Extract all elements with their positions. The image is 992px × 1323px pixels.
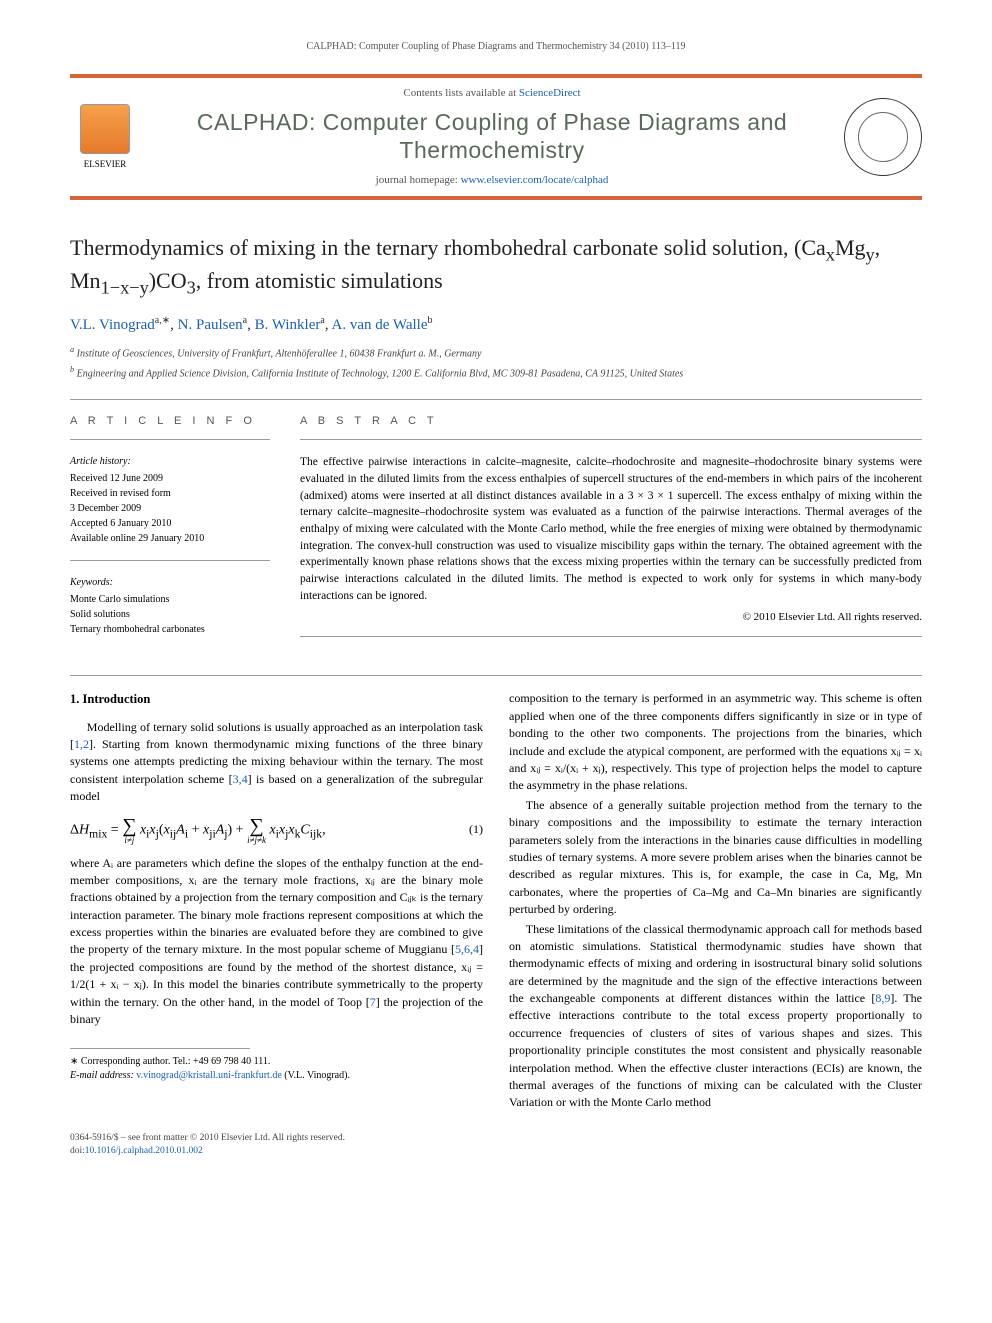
divider: [70, 439, 270, 440]
author-0-corr: ∗: [162, 315, 170, 326]
email-link[interactable]: v.vinograd@kristall.uni-frankfurt.de: [136, 1070, 281, 1081]
author-0[interactable]: V.L. Vinograd: [70, 317, 155, 333]
homepage-line: journal homepage: www.elsevier.com/locat…: [154, 173, 830, 188]
history-1: Received in revised form: [70, 486, 270, 501]
aff-b-text: Engineering and Applied Science Division…: [77, 368, 684, 379]
info-heading: A R T I C L E I N F O: [70, 414, 270, 429]
keywords: Keywords: Monte Carlo simulations Solid …: [70, 575, 270, 637]
para-1: Modelling of ternary solid solutions is …: [70, 719, 483, 806]
history-0: Received 12 June 2009: [70, 471, 270, 486]
equation-body: ΔHmix = ∑i≠j xixj(xijAi + xjiAj) + ∑i≠j≠…: [70, 816, 326, 845]
p5a: These limitations of the classical therm…: [509, 922, 922, 1006]
divider: [300, 636, 922, 637]
keyword-1: Solid solutions: [70, 607, 270, 622]
homepage-prefix: journal homepage:: [376, 174, 461, 186]
article-info: A R T I C L E I N F O Article history: R…: [70, 414, 270, 651]
abstract-heading: A B S T R A C T: [300, 414, 922, 429]
running-header: CALPHAD: Computer Coupling of Phase Diag…: [70, 40, 922, 54]
title-sub-1xy: 1−x−y: [101, 278, 149, 298]
doi-label: doi:: [70, 1146, 85, 1156]
title-co: )CO: [149, 268, 187, 293]
publisher-label: ELSEVIER: [84, 158, 127, 171]
title-sub-3: 3: [187, 278, 196, 298]
affiliations: a Institute of Geosciences, University o…: [70, 344, 922, 381]
author-3-aff: b: [428, 315, 433, 326]
journal-name: CALPHAD: Computer Coupling of Phase Diag…: [154, 109, 830, 164]
divider: [70, 399, 922, 400]
title-mg: Mg: [835, 235, 866, 260]
info-abstract-row: A R T I C L E I N F O Article history: R…: [70, 414, 922, 651]
corresponding-footnote: ∗ Corresponding author. Tel.: +49 69 798…: [70, 1055, 483, 1083]
history-title: Article history:: [70, 454, 270, 469]
ref-link[interactable]: 3,4: [233, 772, 248, 786]
title-sub-x: x: [826, 244, 835, 264]
body-text: 1. Introduction Modelling of ternary sol…: [70, 690, 922, 1111]
email-who: (V.L. Vinograd).: [282, 1070, 350, 1081]
issn-line: 0364-5916/$ – see front matter © 2010 El…: [70, 1132, 922, 1145]
para-3: composition to the ternary is performed …: [509, 690, 922, 794]
title-sub-y: y: [866, 244, 875, 264]
abstract: A B S T R A C T The effective pairwise i…: [300, 414, 922, 651]
equation-1: ΔHmix = ∑i≠j xixj(xijAi + xjiAj) + ∑i≠j≠…: [70, 816, 483, 845]
title-post: , from atomistic simulations: [196, 268, 443, 293]
corr-label: ∗ Corresponding author. Tel.: +49 69 798…: [70, 1055, 483, 1069]
author-2[interactable]: B. Winkler: [255, 317, 321, 333]
contents-prefix: Contents lists available at: [403, 87, 518, 99]
author-1[interactable]: N. Paulsen: [178, 317, 243, 333]
email-label: E-mail address:: [70, 1070, 136, 1081]
author-2-aff: a: [320, 315, 324, 326]
homepage-link[interactable]: www.elsevier.com/locate/calphad: [461, 174, 609, 186]
page-footer: 0364-5916/$ – see front matter © 2010 El…: [70, 1132, 922, 1159]
doi-link[interactable]: 10.1016/j.calphad.2010.01.002: [85, 1146, 203, 1156]
footnote-divider: [70, 1048, 250, 1049]
history-4: Available online 29 January 2010: [70, 531, 270, 546]
article-history: Article history: Received 12 June 2009 R…: [70, 454, 270, 546]
divider: [70, 675, 922, 676]
author-1-aff: a: [243, 315, 247, 326]
history-3: Accepted 6 January 2010: [70, 516, 270, 531]
divider: [300, 439, 922, 440]
p2a: where Aᵢ are parameters which define the…: [70, 856, 483, 957]
para-4: The absence of a generally suitable proj…: [509, 797, 922, 919]
para-5: These limitations of the classical therm…: [509, 921, 922, 1112]
section-heading: 1. Introduction: [70, 690, 483, 708]
equation-number: (1): [469, 821, 483, 838]
title-pre: Thermodynamics of mixing in the ternary …: [70, 235, 826, 260]
calphad-inner-icon: [858, 112, 908, 162]
history-2: 3 December 2009: [70, 501, 270, 516]
doi-line: doi:10.1016/j.calphad.2010.01.002: [70, 1145, 922, 1158]
contents-line: Contents lists available at ScienceDirec…: [154, 86, 830, 101]
masthead: ELSEVIER Contents lists available at Sci…: [70, 74, 922, 200]
divider: [70, 560, 270, 561]
aff-b-marker: b: [70, 365, 74, 374]
aff-a-marker: a: [70, 345, 74, 354]
author-3[interactable]: A. van de Walle: [332, 317, 428, 333]
abstract-text: The effective pairwise interactions in c…: [300, 454, 922, 604]
copyright: © 2010 Elsevier Ltd. All rights reserved…: [300, 610, 922, 625]
masthead-center: Contents lists available at ScienceDirec…: [154, 86, 830, 188]
ref-link[interactable]: 1,2: [74, 737, 89, 751]
affiliation-b: b Engineering and Applied Science Divisi…: [70, 364, 922, 381]
ref-link[interactable]: 5,6,4: [455, 942, 479, 956]
p5b: ]. The effective interactions contribute…: [509, 991, 922, 1109]
authors: V.L. Vinograda,∗, N. Paulsena, B. Winkle…: [70, 314, 922, 336]
elsevier-tree-icon: [80, 104, 130, 154]
email-line: E-mail address: v.vinograd@kristall.uni-…: [70, 1069, 483, 1083]
para-2: where Aᵢ are parameters which define the…: [70, 855, 483, 1029]
keyword-2: Ternary rhombohedral carbonates: [70, 622, 270, 637]
ref-link[interactable]: 8,9: [875, 991, 890, 1005]
calphad-logo: [844, 98, 922, 176]
keyword-0: Monte Carlo simulations: [70, 592, 270, 607]
aff-a-text: Institute of Geosciences, University of …: [77, 349, 482, 360]
keywords-title: Keywords:: [70, 575, 270, 590]
elsevier-logo: ELSEVIER: [70, 97, 140, 177]
author-0-aff: a,: [155, 315, 162, 326]
article-title: Thermodynamics of mixing in the ternary …: [70, 234, 922, 300]
affiliation-a: a Institute of Geosciences, University o…: [70, 344, 922, 361]
sciencedirect-link[interactable]: ScienceDirect: [519, 87, 581, 99]
